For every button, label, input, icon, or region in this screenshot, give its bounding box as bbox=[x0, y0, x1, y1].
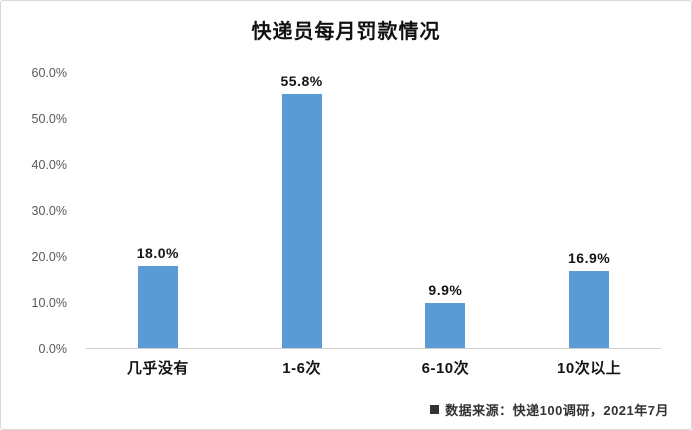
bar-slot: 55.8% bbox=[230, 73, 374, 349]
y-axis-tick-label: 40.0% bbox=[31, 158, 67, 172]
x-axis-category-label: 几乎没有 bbox=[126, 360, 189, 377]
source-text: 数据来源：快递100调研，2021年7月 bbox=[445, 403, 669, 418]
bar bbox=[569, 271, 610, 349]
x-axis-categories: 几乎没有 1-6次 6-10次 10次以上 bbox=[86, 357, 661, 378]
bar bbox=[281, 94, 322, 349]
x-axis-category-label: 6-10次 bbox=[421, 360, 470, 377]
bar-slot: 16.9% bbox=[517, 73, 661, 349]
y-axis-tick-label: 20.0% bbox=[31, 250, 67, 264]
source-note: 数据来源：快递100调研，2021年7月 bbox=[430, 400, 669, 419]
y-axis-tick-label: 60.0% bbox=[31, 66, 67, 80]
plot-area: 18.0% 55.8% 9.9% 16.9% bbox=[86, 73, 661, 349]
bar-slot: 9.9% bbox=[374, 73, 518, 349]
bar-value-label: 18.0% bbox=[136, 245, 179, 262]
y-axis-tick-label: 0.0% bbox=[38, 342, 68, 356]
source-marker-icon bbox=[430, 405, 440, 414]
y-axis-tick-label: 50.0% bbox=[31, 112, 67, 126]
x-axis-line bbox=[86, 348, 661, 349]
y-axis-tick-label: 10.0% bbox=[31, 296, 67, 310]
bar-slot: 18.0% bbox=[86, 73, 230, 349]
y-axis-tick-label: 30.0% bbox=[31, 204, 67, 218]
bar bbox=[137, 266, 178, 349]
bar-value-label: 16.9% bbox=[568, 250, 611, 267]
bar-value-label: 55.8% bbox=[280, 73, 323, 89]
chart-title: 快递员每月罚款情况 bbox=[251, 21, 441, 43]
bar bbox=[425, 303, 466, 349]
x-axis-category-label: 10次以上 bbox=[557, 360, 622, 377]
x-axis-category-label: 1-6次 bbox=[282, 360, 321, 377]
bar-series: 18.0% 55.8% 9.9% 16.9% bbox=[86, 73, 661, 349]
bar-value-label: 9.9% bbox=[428, 282, 463, 299]
